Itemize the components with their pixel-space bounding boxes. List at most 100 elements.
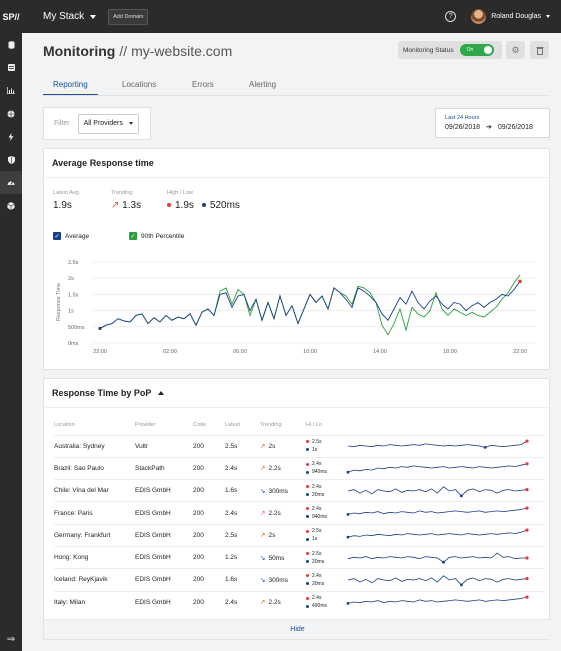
y-tick-label: 2s [68,276,74,282]
trend-down-icon: ↘ [260,487,266,495]
table-row[interactable]: Chile: Vina del Mar EDIS GmbH 200 1.6s ↘ 300m… [54,479,544,502]
lo-value: 940ms [312,469,328,476]
hide-button[interactable]: Hide [44,619,551,639]
high-dot-icon [306,596,309,600]
hi-lo-cell: 2.4s 940ms [306,501,345,525]
tab-reporting[interactable]: Reporting [43,72,98,96]
table-header-row: Location Provider Code Latest Trending H… [54,415,544,435]
chevron-up-icon[interactable] [158,391,165,395]
table-row[interactable]: Germany: Frankfurt EDIS GmbH 200 2.5s ↗ 2s 2.5… [54,523,544,547]
y-tick-label: 1.5s [68,292,79,298]
lo-value: 20ms [312,580,325,587]
location-cell: Hong: Kong [54,545,135,569]
table-row[interactable]: Australia: Sydney Vultr 200 2.5s ↗ 2s 2.5s 1s [54,434,544,458]
high-dot-icon [306,551,309,555]
x-tick-label: 06:00 [233,349,247,355]
location-cell: Brazil: Sao Paulo [54,456,135,480]
sparkline-cell [345,501,544,525]
expand-arrow-icon[interactable]: ⇒ [6,633,16,645]
tab-divider [43,95,550,96]
delete-button[interactable] [530,41,549,59]
settings-button[interactable]: ⚙ [506,41,525,59]
app-logo[interactable]: SP// [2,11,20,22]
stack-selector[interactable]: My Stack [43,11,97,22]
legend-p90[interactable]: ✓ 90th Percentile [129,232,184,240]
sparkline-cell [345,523,544,547]
site-name: my-website.com [131,43,233,59]
user-menu-chevron-icon[interactable] [546,15,550,18]
sparkline-path [347,575,528,586]
trending-value: 2s [268,532,276,540]
tab-locations[interactable]: Locations [122,80,157,89]
column-header[interactable]: Provider [135,421,156,428]
provider-cell: EDIS GmbH [135,523,193,547]
table-row[interactable]: Brazil: Sao Paulo StackPath 200 2.4s ↗ 2.2s 2.… [54,456,544,480]
trending-value: 50ms [268,554,285,562]
trash-icon [536,46,543,55]
table-row[interactable]: France: Paris EDIS GmbH 200 2.4s ↗ 2.2s 2.4s 94… [54,501,544,525]
pop-card-header[interactable]: Response Time by PoP [44,379,549,408]
sparkline [347,552,529,564]
trend-down-icon: ↘ [260,576,266,584]
column-header[interactable]: Latest [225,421,240,428]
page-title-main: Monitoring [43,43,116,59]
date-range-picker[interactable]: Last 24 Hours 09/26/2018 ➔ 09/26/2018 [435,108,550,138]
sidebar-item-cube[interactable] [0,194,22,217]
monitoring-toggle[interactable]: On [459,44,494,56]
sparkline-cell [345,545,544,569]
hi-lo-cell: 2.4s 940ms [306,456,345,480]
low-dot-icon [306,448,309,452]
table-row[interactable]: Iceland: ReyKjavik EDIS GmbH 200 1.6s ↘ 300ms… [54,568,544,592]
code-cell: 200 [193,590,225,614]
low-dot-icon [306,604,309,608]
trend-up-icon: ↗ [260,443,266,451]
checkbox-checked-icon[interactable]: ✓ [53,232,61,240]
sparkline [347,439,529,449]
tab-errors[interactable]: Errors [192,80,214,89]
sparkline-path [347,597,528,605]
sparkline-cell [345,434,544,458]
table-row[interactable]: Italy: Milan EDIS GmbH 200 2.4s ↗ 2.2s 2.4s 490… [54,590,544,614]
add-domain-button[interactable]: Add Domain [108,8,149,25]
stat-value: 1.3s [122,200,142,211]
tab-alerting[interactable]: Alerting [249,80,277,89]
user-name[interactable]: Roland Douglas [491,13,541,20]
gear-icon: ⚙ [511,44,520,55]
low-dot-icon [201,203,206,208]
table-row[interactable]: Hong: Kong EDIS GmbH 200 1.2s ↘ 50ms 2.5s 20ms [54,545,544,569]
bar-chart-icon [7,87,15,94]
hi-value: 2.4s [312,595,322,602]
provider-select[interactable]: All Providers [77,113,139,134]
monitoring-status-label: Monitoring Status [403,46,454,54]
sparkline-low-marker [346,602,350,606]
column-header[interactable]: Code [193,421,207,428]
sidebar-item-list[interactable] [0,56,22,79]
trending-value: 300ms [268,576,288,584]
x-tick-label: 22:00 [513,349,527,355]
trend-up-icon: ↗ [260,532,266,540]
legend-average[interactable]: ✓ Average [53,232,89,240]
column-header[interactable]: Location [54,421,75,428]
sidebar-item-bolt[interactable] [0,125,22,148]
checkbox-checked-icon[interactable]: ✓ [129,232,137,240]
x-tick-label: 22:00 [93,349,107,355]
location-cell: Germany: Frankfurt [54,523,135,547]
hi-lo-cell: 2.4s 490ms [306,590,345,614]
sidebar-item-globe[interactable] [0,102,22,125]
column-header[interactable]: Hi / Lo [306,421,322,428]
high-dot-icon [167,203,171,208]
sparkline [346,528,529,539]
filter-panel: Filter All Providers [43,107,151,140]
sparkline-high-marker [525,439,529,443]
sidebar-item-speedometer[interactable] [0,171,22,194]
sidebar-item-database[interactable] [0,33,22,56]
column-header[interactable]: Trending [260,421,282,428]
x-tick-label: 02:00 [163,349,177,355]
help-icon[interactable]: ? [445,11,457,22]
sidebar-item-shield[interactable] [0,148,22,171]
sidebar-item-bar-chart[interactable] [0,79,22,102]
date-range-heading: Last 24 Hours [445,115,480,121]
sparkline-cell [345,590,544,614]
avatar[interactable] [471,9,487,24]
location-cell: France: Paris [54,501,135,525]
